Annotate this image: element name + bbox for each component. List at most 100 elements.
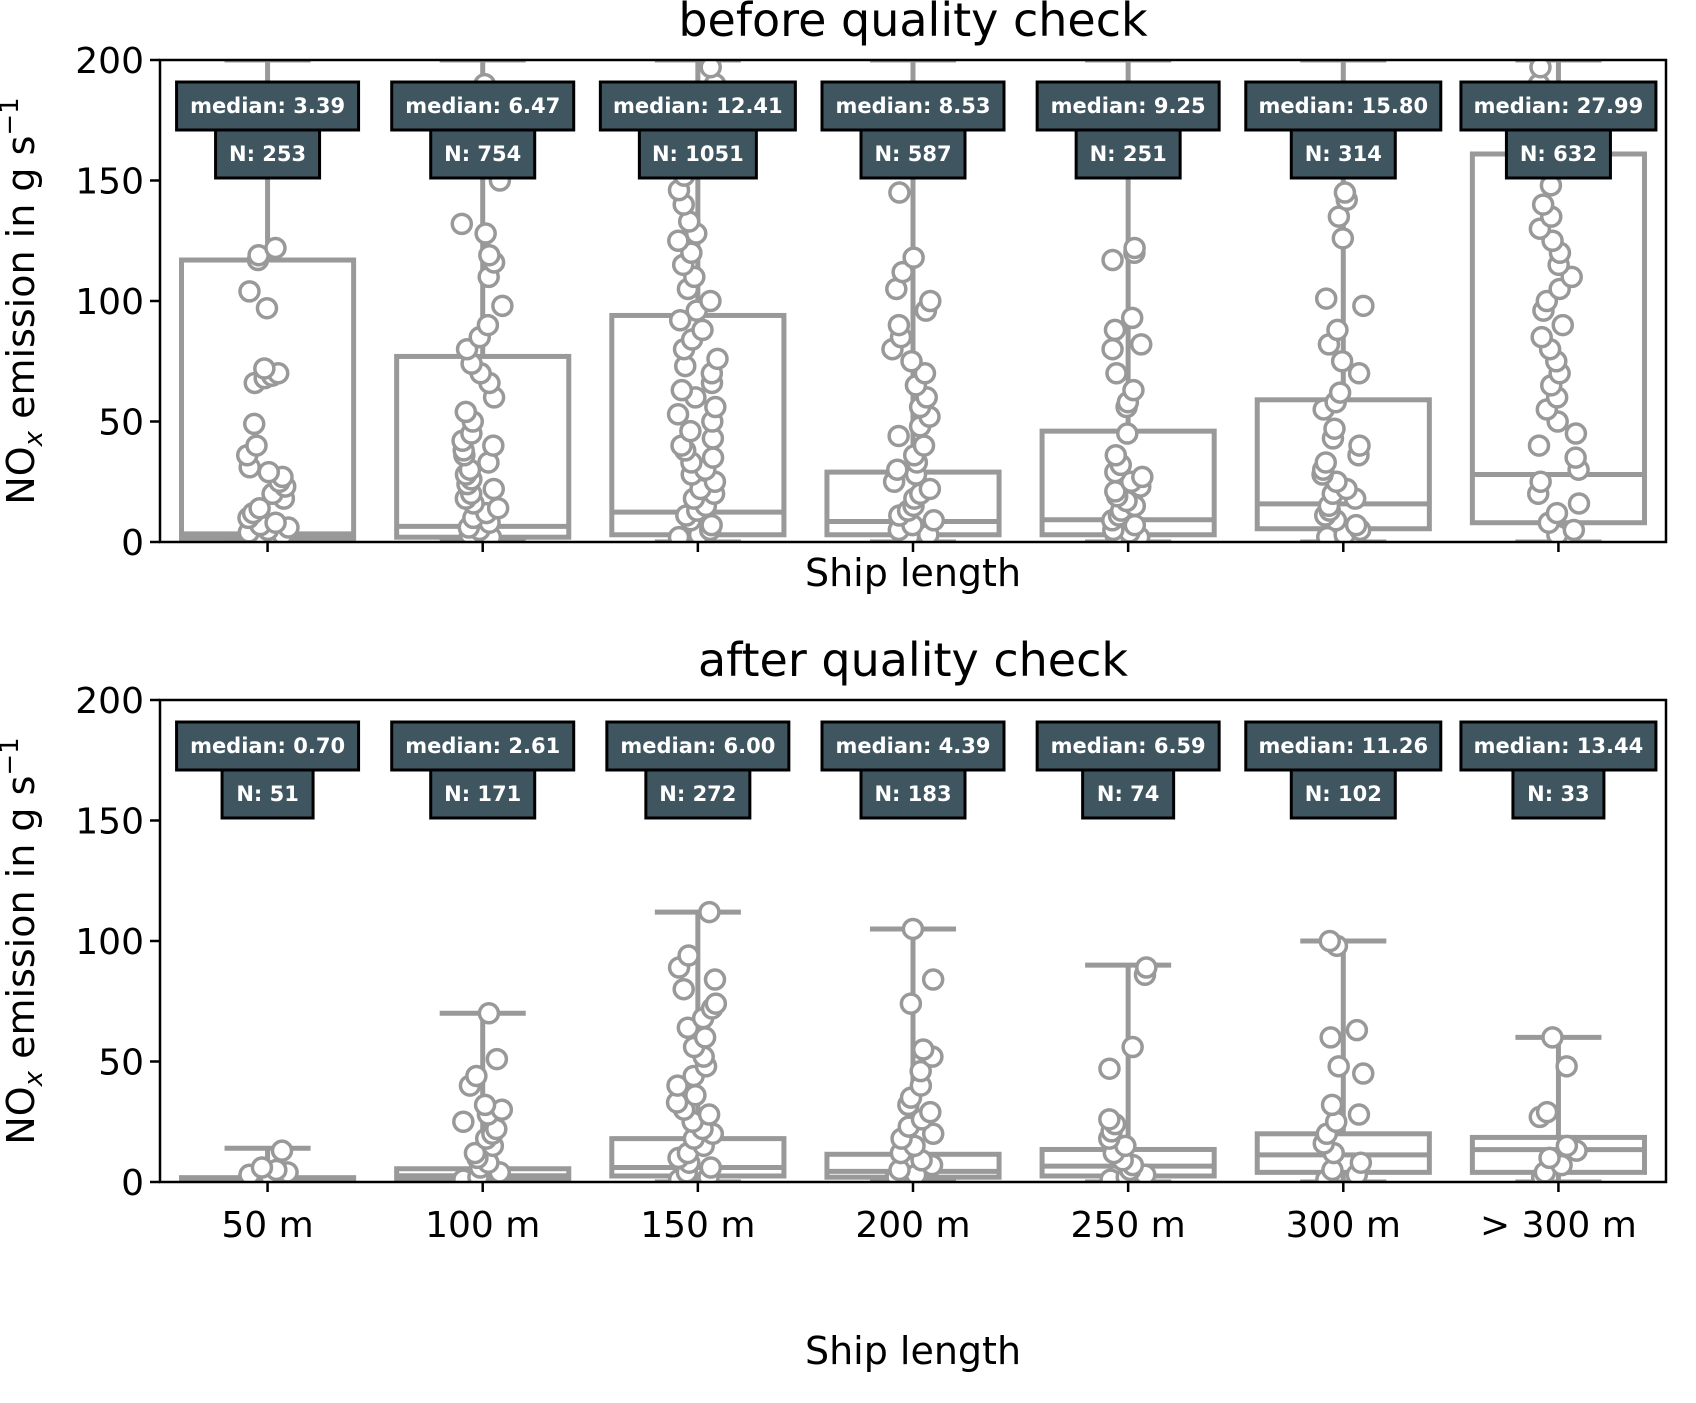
count-label: N: 587	[874, 142, 951, 166]
x-axis-label: Ship length	[805, 1329, 1021, 1373]
median-label-box	[1459, 80, 1658, 132]
median-label: median: 4.39	[836, 734, 991, 758]
y-tick-label: 50	[98, 403, 144, 444]
data-point	[1120, 306, 1144, 330]
data-point	[1314, 451, 1338, 474]
count-label: N: 1051	[652, 142, 744, 166]
count-label: N: 754	[444, 142, 521, 166]
data-point	[706, 347, 729, 371]
data-point	[482, 434, 505, 457]
data-point	[1527, 434, 1551, 457]
y-tick-label: 200	[75, 681, 144, 722]
y-tick-label: 100	[75, 282, 144, 323]
count-label-box	[1074, 128, 1182, 180]
annotation-2: median: 6.47 N: 754	[390, 80, 576, 180]
data-point	[1347, 362, 1371, 385]
data-point	[250, 1156, 274, 1179]
data-point	[1564, 422, 1588, 445]
points-5	[1098, 956, 1158, 1183]
data-point	[465, 1064, 488, 1088]
data-point	[699, 1156, 723, 1179]
data-point	[668, 309, 692, 332]
data-point	[887, 424, 910, 448]
data-point	[1323, 417, 1346, 440]
points-6	[1312, 929, 1375, 1183]
data-point	[264, 236, 287, 260]
count-label: N: 251	[1090, 142, 1167, 166]
median-label-box	[1244, 720, 1443, 772]
data-point	[913, 362, 937, 385]
data-point	[902, 246, 925, 269]
median-label: median: 3.39	[190, 94, 345, 118]
annotation-4: median: 4.39 N: 183	[820, 720, 1006, 820]
data-point	[478, 243, 501, 267]
data-point	[238, 280, 261, 303]
plot-area	[179, 900, 1647, 1183]
data-point	[1347, 1103, 1371, 1126]
box-iqr	[1254, 397, 1432, 532]
median-label: median: 6.00	[620, 734, 775, 758]
median-label: median: 6.47	[405, 94, 560, 118]
data-point	[699, 59, 722, 79]
chart-title: before quality check	[678, 0, 1148, 47]
data-point	[701, 446, 725, 469]
points-7	[1528, 1026, 1588, 1183]
data-point	[1327, 1055, 1350, 1078]
x-tick-label: 250 m	[1071, 1205, 1186, 1246]
count-label-box	[637, 128, 758, 180]
median-label: median: 12.41	[613, 94, 783, 118]
data-point	[245, 434, 268, 457]
median-label: median: 2.61	[405, 734, 560, 758]
data-point	[1103, 318, 1127, 342]
data-point	[1333, 181, 1357, 204]
y-axis-label: NOx emission in g s−1	[0, 737, 49, 1144]
data-point	[900, 350, 923, 373]
median-label-box	[390, 720, 576, 772]
data-point	[270, 1139, 294, 1162]
chart-title: after quality check	[698, 633, 1128, 687]
count-label-box	[1289, 128, 1397, 180]
x-tick-label: 100 m	[425, 1205, 540, 1246]
data-point	[1541, 1026, 1564, 1049]
median-label-box	[175, 80, 361, 132]
x-tick-label: 150 m	[640, 1205, 755, 1246]
data-point	[1101, 337, 1124, 361]
data-point	[474, 222, 497, 245]
data-point	[1131, 465, 1154, 489]
data-point	[1098, 1057, 1121, 1080]
data-point	[1545, 501, 1569, 525]
data-point	[697, 1103, 721, 1126]
count-label-box	[220, 768, 315, 820]
points-2	[452, 1002, 514, 1183]
count-label: N: 171	[444, 782, 521, 806]
data-point	[679, 419, 702, 443]
data-point	[886, 458, 909, 481]
median-label-box	[605, 720, 791, 772]
data-point	[1349, 1151, 1373, 1174]
count-label-box	[859, 128, 967, 180]
y-tick-label: 50	[98, 1043, 144, 1084]
data-point	[703, 968, 727, 991]
data-point	[1104, 443, 1128, 467]
data-point	[482, 477, 506, 501]
data-point	[1320, 1093, 1344, 1117]
data-point	[1567, 492, 1591, 515]
points-4	[881, 109, 945, 543]
data-point	[1564, 446, 1587, 469]
data-point	[1129, 333, 1153, 356]
data-point	[1328, 381, 1352, 404]
count-label: N: 253	[229, 142, 306, 166]
data-point	[922, 509, 945, 532]
data-point	[1562, 518, 1586, 542]
data-point	[1116, 422, 1139, 445]
data-point	[911, 1038, 935, 1061]
points-4	[883, 917, 945, 1183]
data-point	[1318, 929, 1342, 953]
data-point	[919, 289, 942, 313]
annotation-6: median: 11.26 N: 102	[1244, 720, 1443, 820]
data-point	[899, 992, 923, 1015]
points-6	[1311, 145, 1375, 543]
median-label: median: 27.99	[1474, 94, 1644, 118]
median-label: median: 13.44	[1474, 734, 1644, 758]
